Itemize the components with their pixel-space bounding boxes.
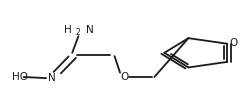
Text: 2: 2 [76, 28, 81, 37]
Text: N: N [86, 25, 94, 35]
Text: N: N [48, 73, 56, 83]
Text: H: H [64, 25, 72, 35]
Text: HO: HO [12, 72, 28, 82]
Text: O: O [230, 38, 238, 48]
Text: O: O [120, 72, 129, 82]
